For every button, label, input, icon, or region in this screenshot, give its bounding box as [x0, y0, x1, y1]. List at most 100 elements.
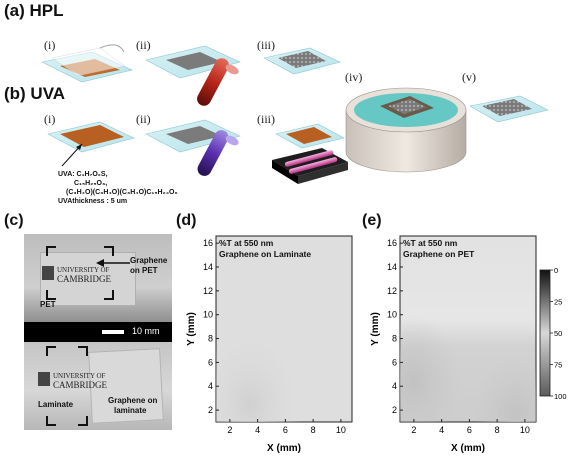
- heatmap-e-y-tick-label: 4: [392, 381, 397, 391]
- graphene-pet-label-line1: Graphene: [130, 256, 168, 265]
- heatmap-d-ylabel: Y (mm): [186, 312, 197, 346]
- laminate-label: Laminate: [38, 400, 74, 409]
- heatmap-e-y-tick-label: 10: [387, 310, 397, 320]
- step-a-ii: (ii): [136, 38, 151, 52]
- heatmap-e-x-tick-label: 6: [467, 425, 472, 435]
- heatmap-e-y-tick-label: 6: [392, 357, 397, 367]
- heatmap-d-annotation-line2: Graphene on Laminate: [219, 249, 312, 259]
- colorbar: 0 25 50 75 100: [539, 266, 567, 401]
- scale-bar-strip: 10 mm: [24, 322, 172, 342]
- heatmap-d-x-tick-label: 4: [255, 425, 260, 435]
- panel-e-label: (e): [362, 212, 382, 229]
- heatmap-e-xlabel: X (mm): [451, 443, 485, 454]
- heatmap-d-y-tick-label: 6: [208, 357, 213, 367]
- heatmap-e-x-tick-label: 10: [520, 425, 530, 435]
- step-b-iii: (iii): [257, 112, 275, 126]
- pet-sheet: [40, 252, 136, 306]
- crest-icon: [38, 372, 50, 386]
- heatmap-e-y-tick-label: 16: [387, 238, 397, 248]
- step-b-ii: (ii): [136, 112, 151, 126]
- corner-mark: [46, 416, 56, 426]
- uva-formula: UVA: C₁H₇O₂S, C₁₅H₂₅O₃, (C₃H₄O)(C₃H₄O)(C…: [58, 170, 258, 206]
- colorbar-tick-label: 25: [554, 298, 562, 307]
- heatmap-d-x-tick-label: 2: [227, 425, 232, 435]
- heatmap-e-x-tick-label: 4: [439, 425, 444, 435]
- heatmap-d-y-tick-label: 2: [208, 405, 213, 415]
- heatmap-e-x-tick-label: 8: [495, 425, 500, 435]
- heatmap-e-plot-area: [399, 235, 537, 423]
- colorbar-gradient: [539, 269, 551, 397]
- heatmap-e-axes: 2 4 6 8 10 2 4 6 8 10 12 14 16: [387, 238, 530, 435]
- heatmap-e-annotation: %T at 550 nm Graphene on PET: [403, 238, 474, 260]
- corner-mark: [46, 246, 56, 256]
- logo-line1: UNIVERSITY OF: [57, 266, 110, 274]
- colorbar-tick-label: 0: [554, 266, 558, 275]
- panel-a-label: (a) HPL: [4, 1, 64, 20]
- heatmap-e-x-tick-label: 2: [411, 425, 416, 435]
- heatmap-d-annotation: %T at 550 nm Graphene on Laminate: [219, 238, 311, 260]
- graphene-pet-label-line2: on PET: [130, 266, 158, 275]
- process-schematic: [41, 44, 549, 184]
- heatmap-e-y-tick-label: 12: [387, 286, 397, 296]
- colorbar-tick-label: 50: [554, 329, 562, 338]
- heatmap-e-shading: [400, 236, 536, 422]
- corner-mark: [104, 290, 114, 300]
- hpl-step-i-illustration: [41, 44, 133, 83]
- heatmap-d-annotation-line1: %T at 550 nm: [219, 238, 274, 248]
- step-a-iv: (iv): [345, 70, 363, 84]
- panel-b-label: (b) UVA: [4, 84, 66, 103]
- photo-graphene-on-pet: UNIVERSITY OF CAMBRIDGE Graphene on PET …: [24, 234, 172, 322]
- corner-mark: [78, 416, 88, 426]
- corner-mark: [46, 290, 56, 300]
- etching-dish-illustration: [345, 87, 467, 173]
- uva-formula-line2: C₁₅H₂₅O₃,: [74, 180, 108, 187]
- heatmap-d-x-tick-label: 8: [311, 425, 316, 435]
- colorbar-tick-label: 100: [554, 392, 567, 401]
- heatmap-d-plot-area: [215, 235, 353, 423]
- corner-mark: [46, 346, 56, 356]
- logo-line1: UNIVERSITY OF: [53, 372, 106, 380]
- heatmap-d-y-tick-label: 4: [208, 381, 213, 391]
- heatmap-d-y-tick-label: 12: [203, 286, 213, 296]
- heatmap-d-x-tick-label: 6: [283, 425, 288, 435]
- arrow-icon: [96, 259, 130, 267]
- panel-d-label: (d): [176, 212, 197, 229]
- colorbar-tick-label: 75: [554, 361, 562, 370]
- uva-formula-line3: (C₃H₄O)(C₃H₄O)(C₃H₄O)C₁₅H₂₄O₆: [66, 189, 178, 196]
- colorbar-ticks: 0 25 50 75 100: [550, 266, 567, 401]
- hpl-step-iii-illustration: [263, 47, 341, 75]
- photo-graphene-on-laminate: UNIVERSITY OF CAMBRIDGE Laminate Graphen…: [24, 342, 172, 430]
- uva-formula-line4: UVAthickness : 5 um: [58, 198, 128, 205]
- hpl-step-v-illustration: [469, 95, 549, 123]
- corner-mark: [78, 346, 88, 356]
- uva-formula-line1: UVA: C₁H₇O₂S,: [58, 171, 108, 178]
- step-a-i: (i): [44, 38, 56, 52]
- heatmap-d-axes: 2 4 6 8 10 2 4 6 8 10 12 14 16: [203, 238, 346, 435]
- crest-icon: [42, 266, 54, 280]
- uva-step-ii-illustration: [145, 119, 241, 176]
- heatmap-d-x-tick-label: 10: [336, 425, 346, 435]
- heatmap-e-y-tick-label: 8: [392, 334, 397, 344]
- heatmap-e-ylabel: Y (mm): [370, 312, 381, 346]
- heatmap-e-y-tick-label: 2: [392, 405, 397, 415]
- step-b-i: (i): [44, 112, 56, 126]
- heatmap-d-shading: [216, 236, 352, 422]
- heatmap-e-annotation-line1: %T at 550 nm: [403, 238, 458, 248]
- graphene-pet-label: Graphene on PET: [130, 256, 167, 276]
- scale-bar-label: 10 mm: [132, 326, 160, 336]
- graphene-laminate-label-line2: laminate: [114, 406, 147, 415]
- graphene-laminate-label: Graphene on laminate: [108, 396, 157, 416]
- panel-c-label: (c): [4, 212, 24, 229]
- uva-step-i-illustration: [47, 121, 135, 167]
- logo-line2: CAMBRIDGE: [53, 380, 108, 390]
- scale-bar: [102, 330, 124, 334]
- graphene-laminate-label-line1: Graphene on: [108, 396, 158, 405]
- corner-mark: [104, 246, 114, 256]
- heatmap-e-y-tick-label: 14: [387, 262, 397, 272]
- heatmap-e-annotation-line2: Graphene on PET: [403, 249, 475, 259]
- step-a-iii: (iii): [257, 38, 275, 52]
- logo-line2: CAMBRIDGE: [57, 274, 112, 284]
- heatmap-d-y-tick-label: 16: [203, 238, 213, 248]
- heatmap-d-y-tick-label: 8: [208, 334, 213, 344]
